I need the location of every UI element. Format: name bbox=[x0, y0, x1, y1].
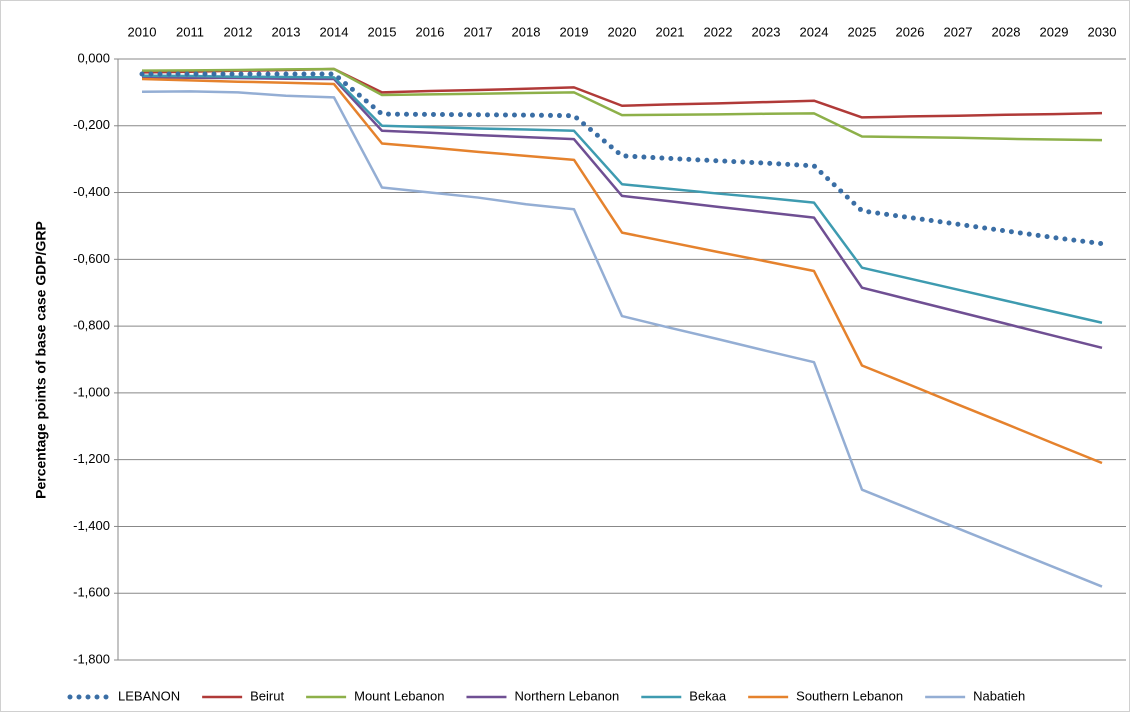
series-line bbox=[141, 74, 1103, 324]
y-tick-label: -0,800 bbox=[73, 318, 110, 333]
series-line bbox=[141, 67, 1103, 142]
y-tick-label: -1,200 bbox=[73, 451, 110, 466]
x-tick-label: 2020 bbox=[608, 24, 637, 39]
x-tick-label: 2018 bbox=[512, 24, 541, 39]
x-tick-label: 2026 bbox=[896, 24, 925, 39]
series-line bbox=[141, 77, 1103, 465]
legend-label: LEBANON bbox=[118, 688, 180, 703]
series-line bbox=[141, 90, 1103, 588]
x-tick-label: 2025 bbox=[848, 24, 877, 39]
x-tick-label: 2014 bbox=[320, 24, 349, 39]
series-line bbox=[139, 71, 1105, 247]
x-tick-label: 2023 bbox=[752, 24, 781, 39]
y-tick-label: 0,000 bbox=[77, 50, 110, 65]
legend-label: Bekaa bbox=[689, 688, 727, 703]
x-tick-label: 2015 bbox=[368, 24, 397, 39]
legend-label: Mount Lebanon bbox=[354, 688, 444, 703]
x-tick-label: 2021 bbox=[656, 24, 685, 39]
x-tick-label: 2011 bbox=[176, 24, 204, 39]
x-tick-label: 2013 bbox=[272, 24, 301, 39]
x-tick-label: 2017 bbox=[464, 24, 493, 39]
legend-label: Nabatieh bbox=[973, 688, 1025, 703]
legend-label: Northern Lebanon bbox=[514, 688, 619, 703]
x-tick-label: 2019 bbox=[560, 24, 589, 39]
y-tick-label: -1,600 bbox=[73, 585, 110, 600]
y-tick-label: -0,400 bbox=[73, 184, 110, 199]
x-tick-label: 2012 bbox=[224, 24, 253, 39]
y-tick-label: -1,000 bbox=[73, 384, 110, 399]
x-tick-label: 2028 bbox=[992, 24, 1021, 39]
x-tick-label: 2016 bbox=[416, 24, 445, 39]
y-tick-label: -1,800 bbox=[73, 651, 110, 666]
y-tick-label: -1,400 bbox=[73, 518, 110, 533]
x-tick-label: 2024 bbox=[800, 24, 829, 39]
x-tick-label: 2022 bbox=[704, 24, 733, 39]
legend-label: Southern Lebanon bbox=[796, 688, 903, 703]
y-tick-label: -0,200 bbox=[73, 117, 110, 132]
y-tick-label: -0,600 bbox=[73, 251, 110, 266]
x-tick-label: 2029 bbox=[1040, 24, 1069, 39]
x-tick-label: 2030 bbox=[1088, 24, 1117, 39]
y-axis-label: Percentage points of base case GDP/GRP bbox=[33, 221, 49, 499]
x-tick-label: 2027 bbox=[944, 24, 973, 39]
x-tick-label: 2010 bbox=[128, 24, 157, 39]
series-line bbox=[141, 76, 1103, 350]
legend-label: Beirut bbox=[250, 688, 284, 703]
